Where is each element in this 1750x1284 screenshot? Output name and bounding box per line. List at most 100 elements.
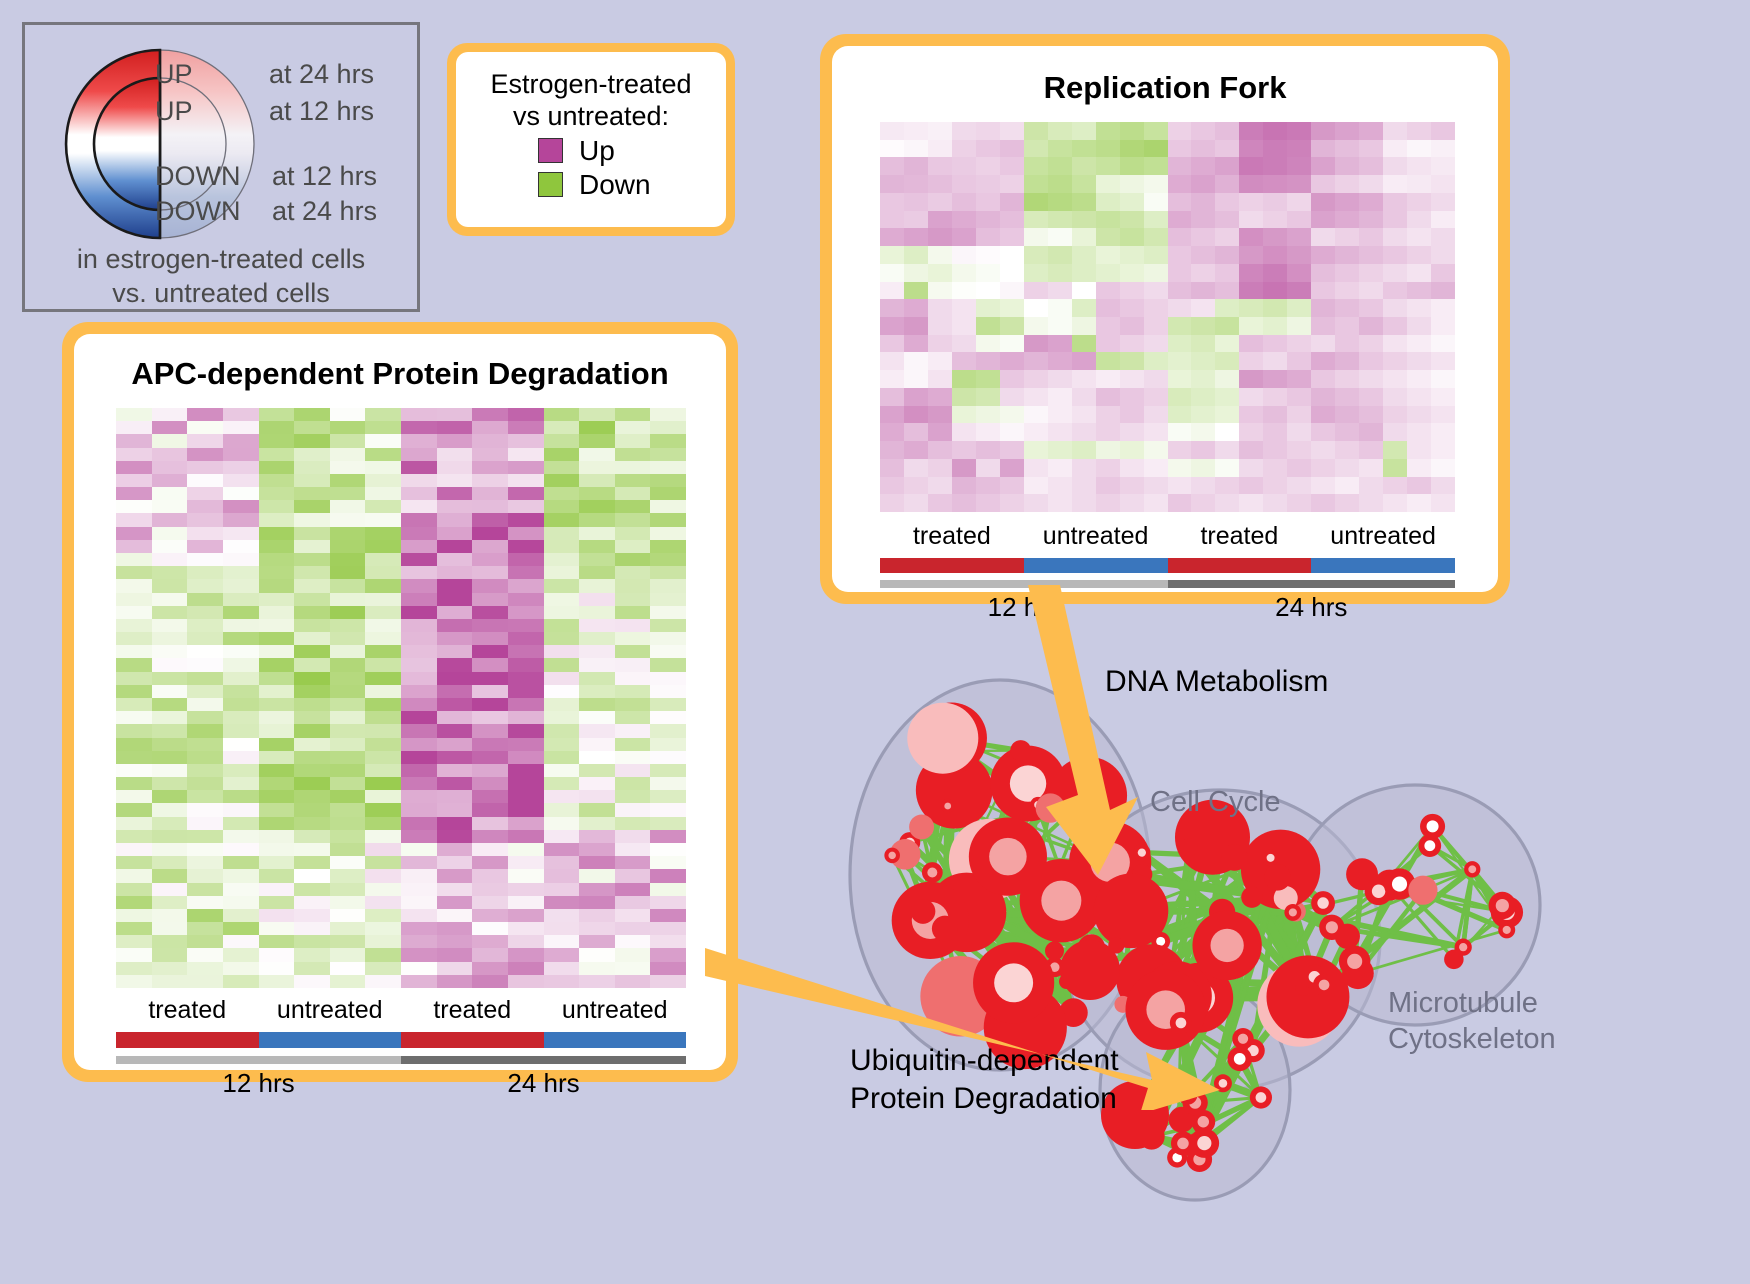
color-key-footer-line1: in estrogen-treated cells [25, 243, 417, 277]
heatmap-cell [579, 751, 615, 764]
heatmap-cell [928, 317, 952, 335]
heatmap-cell [259, 790, 295, 803]
heatmap-cell [187, 474, 223, 487]
heatmap-cell [472, 698, 508, 711]
heatmap-cell [1191, 228, 1215, 246]
heatmap-cell [401, 922, 437, 935]
heatmap-cell [579, 434, 615, 447]
heatmap-cell [615, 896, 651, 909]
heatmap-cell [1335, 335, 1359, 353]
heatmap-cell [259, 474, 295, 487]
heatmap-cell [615, 474, 651, 487]
heatmap-cell [579, 817, 615, 830]
heatmap-cell [1287, 494, 1311, 512]
group-label: untreated [1024, 522, 1168, 554]
heatmap-cell [1335, 282, 1359, 300]
heatmap-cell [615, 962, 651, 975]
heatmap-cell [1287, 370, 1311, 388]
heatmap-cell [152, 738, 188, 751]
heatmap-cell [544, 553, 580, 566]
heatmap-cell [650, 593, 686, 606]
heatmap-cell [1096, 494, 1120, 512]
heatmap-cell [650, 645, 686, 658]
heatmap-cell [330, 685, 366, 698]
heatmap-cell [472, 790, 508, 803]
heatmap-cell [1144, 441, 1168, 459]
heatmap-cell [152, 777, 188, 790]
heatmap-cell [1096, 246, 1120, 264]
heatmap-cell [259, 751, 295, 764]
heatmap-cell [952, 228, 976, 246]
heatmap-cell [1431, 477, 1455, 495]
heatmap-cell [1048, 370, 1072, 388]
heatmap-cell [116, 896, 152, 909]
heatmap-cell [952, 477, 976, 495]
heatmap-cell [259, 527, 295, 540]
heatmap-cell [365, 593, 401, 606]
heatmap-cell [152, 606, 188, 619]
heatmap-cell [330, 645, 366, 658]
heatmap-cell [116, 948, 152, 961]
group-label: untreated [259, 996, 402, 1028]
heatmap-cell [1000, 282, 1024, 300]
heatmap-cell [1287, 228, 1311, 246]
heatmap-cell [437, 764, 473, 777]
heatmap-cell [650, 606, 686, 619]
heatmap-cell [1383, 406, 1407, 424]
heatmap-cell [365, 843, 401, 856]
heatmap-cell [544, 448, 580, 461]
heatmap-cell [508, 685, 544, 698]
heatmap-cell [508, 869, 544, 882]
heatmap-cell [1407, 406, 1431, 424]
heatmap-cell [928, 211, 952, 229]
heatmap-cell [1431, 193, 1455, 211]
heatmap-cell [1168, 423, 1192, 441]
heatmap-cell [544, 922, 580, 935]
heatmap-cell [294, 487, 330, 500]
group-label: treated [116, 996, 259, 1028]
legend-item-down: Down [538, 169, 716, 201]
heatmap-cell [187, 896, 223, 909]
legend-title: Estrogen-treated vs untreated: [466, 68, 716, 133]
heatmap-cell [615, 408, 651, 421]
heatmap-cell [1168, 175, 1192, 193]
heatmap-cell [187, 817, 223, 830]
network-node [1319, 915, 1344, 940]
heatmap-cell [437, 606, 473, 619]
heatmap-cell [1311, 494, 1335, 512]
time-bar-apc [116, 1056, 686, 1064]
heatmap-cell [365, 896, 401, 909]
heatmap-cell [1287, 441, 1311, 459]
arrow-apc-to-network [700, 930, 1260, 1110]
time-label: 24 hrs [401, 1068, 686, 1100]
heatmap-cell [472, 408, 508, 421]
heatmap-cell [294, 408, 330, 421]
heatmap-cell [1144, 157, 1168, 175]
heatmap-cell [1431, 317, 1455, 335]
key-label-0: UP [155, 59, 193, 90]
heatmap-cell [1000, 406, 1024, 424]
heatmap-cell [1024, 423, 1048, 441]
heatmap-cell [1215, 228, 1239, 246]
heatmap-cell [116, 553, 152, 566]
heatmap-cell [187, 935, 223, 948]
heatmap-cell [187, 540, 223, 553]
heatmap-cell [223, 645, 259, 658]
time-bar-segment [401, 1056, 686, 1064]
heatmap-cell [365, 948, 401, 961]
heatmap-cell [508, 830, 544, 843]
heatmap-cell [294, 803, 330, 816]
heatmap-cell [976, 352, 1000, 370]
heatmap-cell [1263, 282, 1287, 300]
heatmap-cell [472, 975, 508, 988]
heatmap-cell [1383, 157, 1407, 175]
heatmap-cell [1383, 122, 1407, 140]
heatmap-cell [223, 672, 259, 685]
heatmap-cell [187, 566, 223, 579]
heatmap-cell [1000, 299, 1024, 317]
heatmap-cell [1120, 370, 1144, 388]
heatmap-cell [579, 698, 615, 711]
heatmap-cell [472, 711, 508, 724]
heatmap-cell [437, 593, 473, 606]
heatmap-cell [544, 658, 580, 671]
